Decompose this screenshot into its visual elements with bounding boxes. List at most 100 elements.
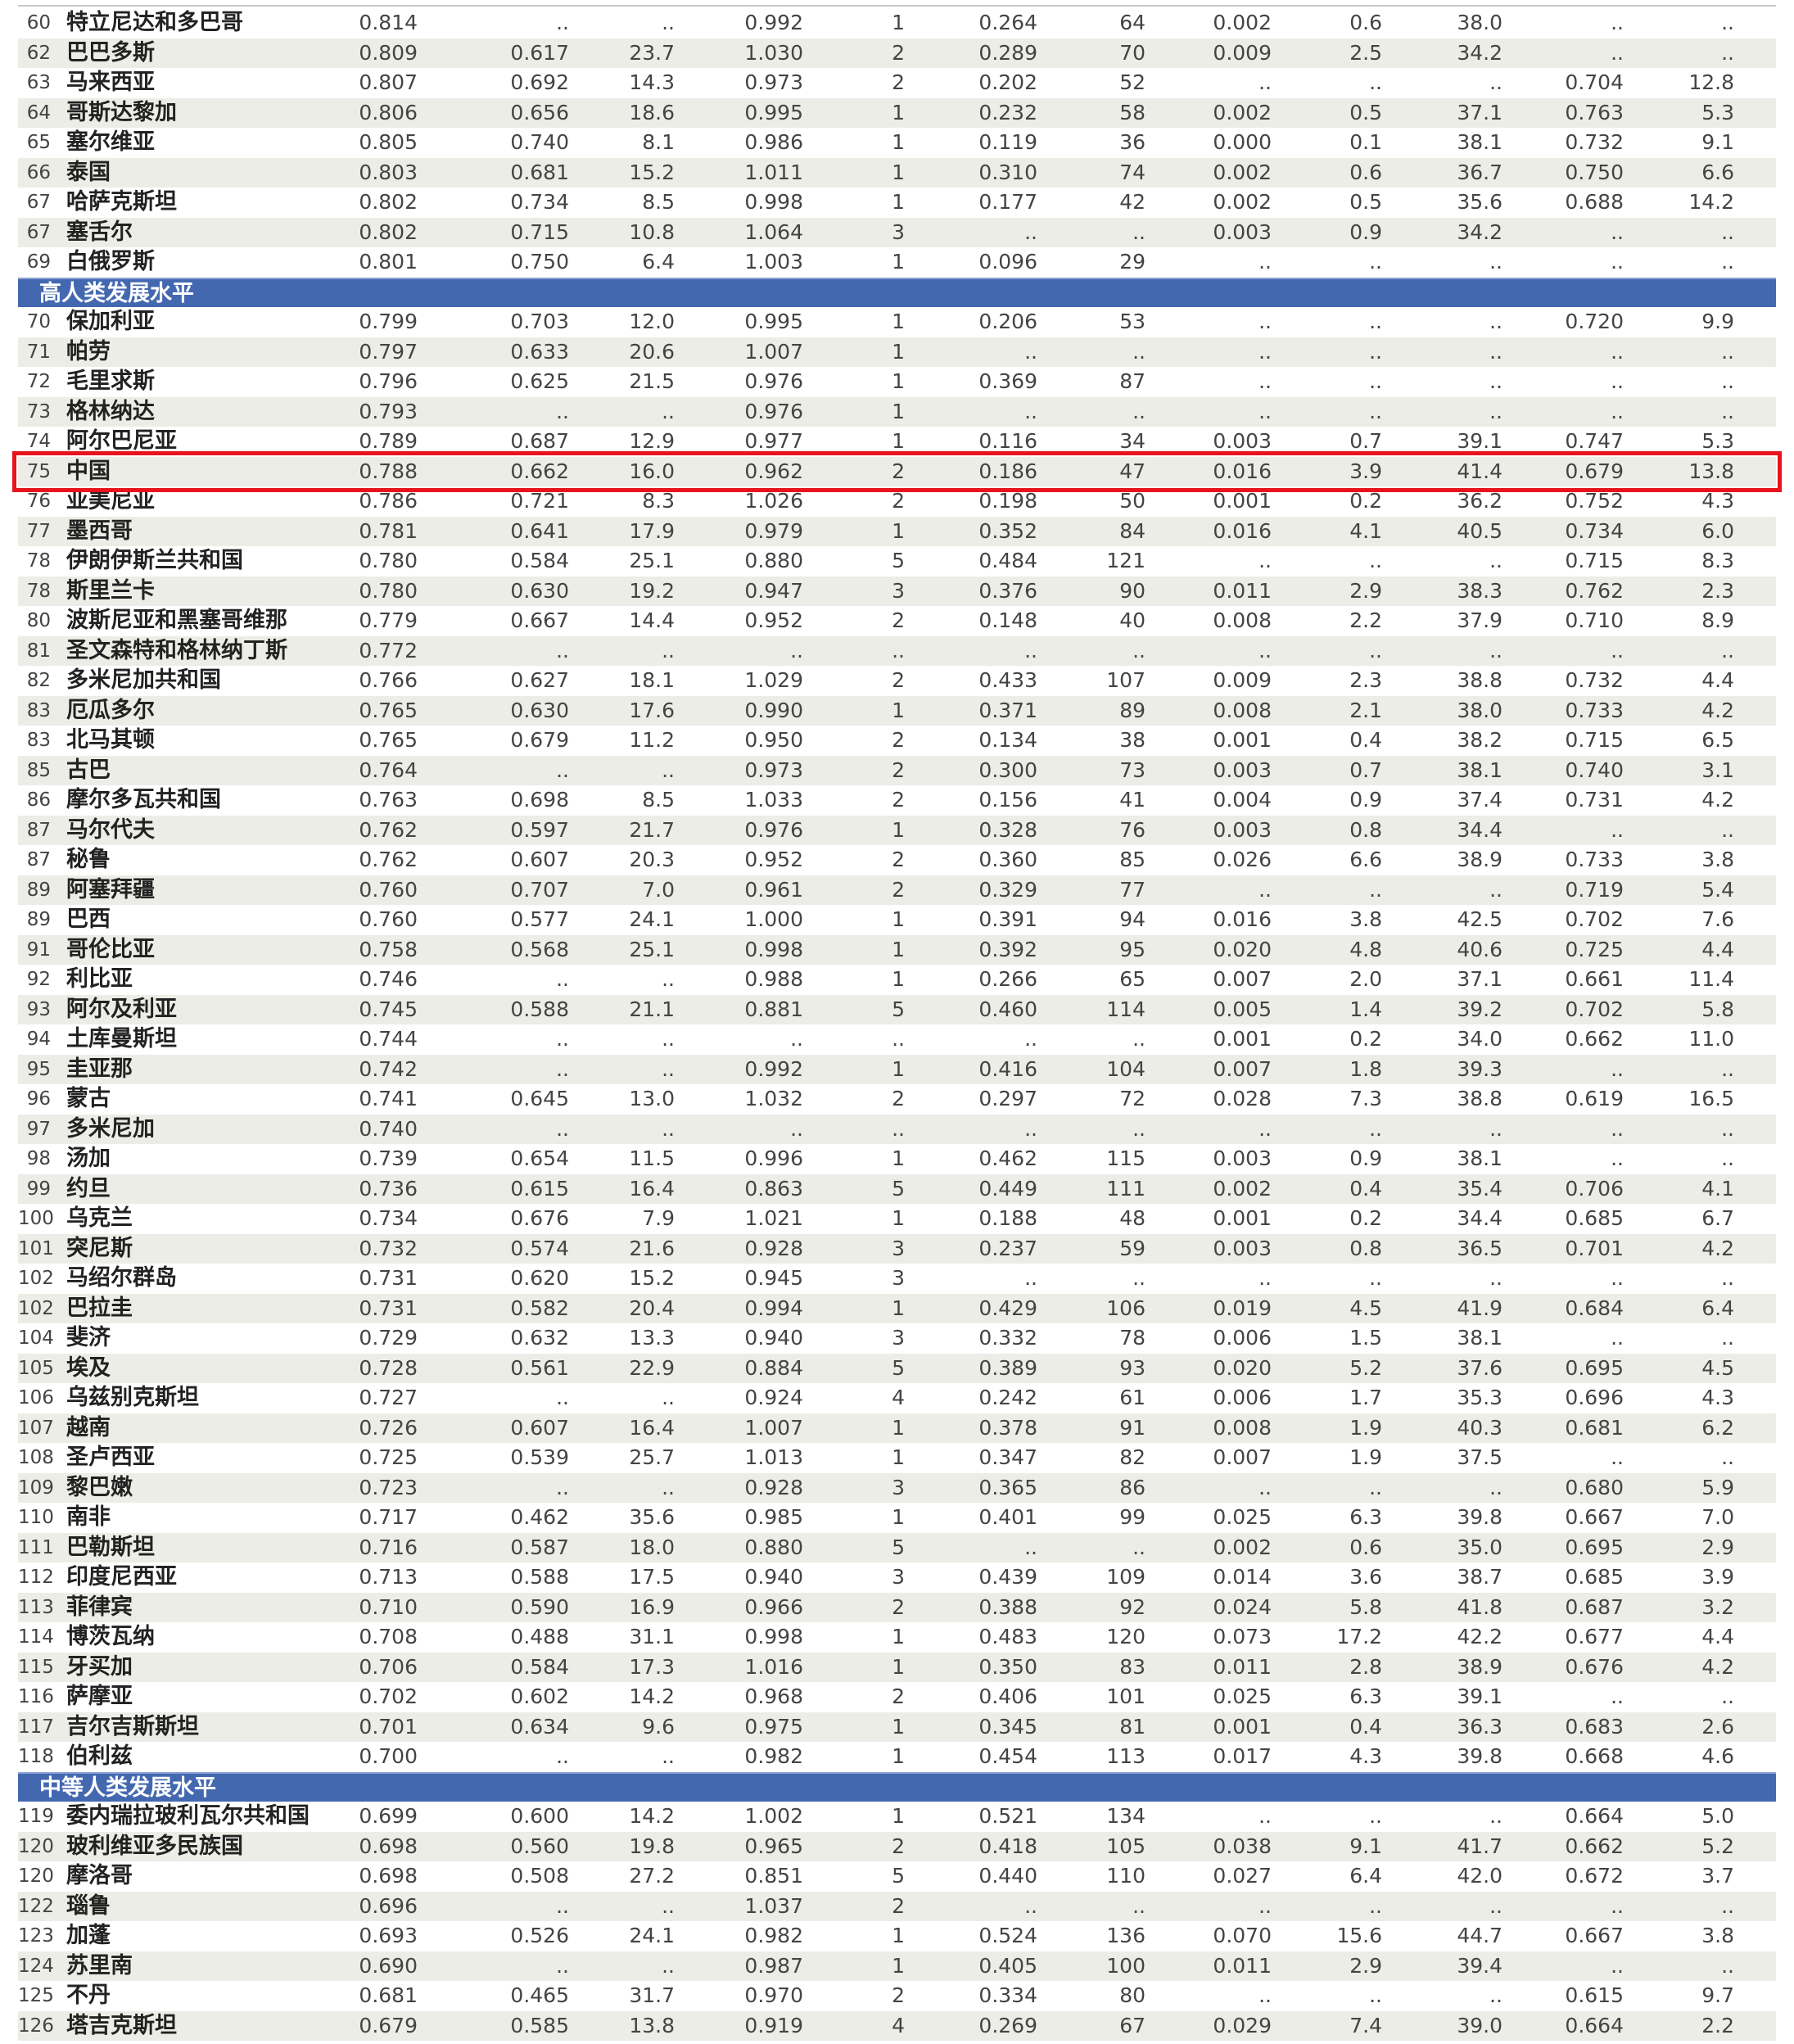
value-cell-col9: 0.2 <box>1349 1027 1382 1051</box>
table-row: 72 毛里求斯 0.796 0.625 21.5 0.976 1 0.369 87.......… <box>18 367 1776 397</box>
value-cell-col9: 0.9 <box>1349 788 1382 812</box>
value-cell-col9: 0.6 <box>1349 1535 1382 1559</box>
value-cell-col11: 0.683 <box>1565 1714 1624 1739</box>
value-cell-col4: 0.990 <box>744 698 803 722</box>
value-cell-col8: 0.003 <box>1213 757 1272 782</box>
value-cell-col11: 0.702 <box>1565 907 1624 931</box>
value-cell-col8: .. <box>1259 1983 1272 2007</box>
value-cell-col3: .. <box>662 1027 675 1051</box>
country-name-cell: 巴西 <box>66 907 111 932</box>
value-cell-col5: 2 <box>892 489 905 513</box>
table-row: 67 塞舌尔 0.802 0.715 10.8 1.064 3.... 0.003 0.9 34.… <box>18 217 1776 247</box>
value-cell-col11: 0.763 <box>1565 100 1624 124</box>
value-cell-col5: 1 <box>892 190 905 214</box>
value-cell-col6: 0.418 <box>978 1834 1037 1858</box>
value-cell-col10: 36.3 <box>1457 1714 1503 1739</box>
value-cell-col1: 0.731 <box>359 1266 418 1290</box>
value-cell-col10: 38.1 <box>1457 757 1503 782</box>
value-cell-col3: 21.5 <box>629 369 675 393</box>
rank-cell: 111 <box>18 1536 54 1558</box>
value-cell-col7: 109 <box>1106 1565 1146 1589</box>
value-cell-col9: 3.6 <box>1349 1565 1382 1589</box>
value-cell-col10: 39.1 <box>1457 1684 1503 1708</box>
table-row: 70 保加利亚 0.799 0.703 12.0 0.995 1 0.206 53...... 0… <box>18 307 1776 337</box>
value-cell-col10: .. <box>1489 1804 1503 1828</box>
country-name-cell: 巴拉圭 <box>66 1295 133 1321</box>
value-cell-col6: 0.439 <box>978 1565 1037 1589</box>
value-cell-col10: 40.5 <box>1457 518 1503 543</box>
value-cell-col9: .. <box>1369 369 1382 393</box>
value-cell-col11: 0.704 <box>1565 70 1624 94</box>
value-cell-col10: .. <box>1489 638 1503 662</box>
value-cell-col8: 0.001 <box>1213 489 1272 513</box>
rank-cell: 108 <box>18 1447 54 1468</box>
value-cell-col11: 0.672 <box>1565 1864 1624 1888</box>
value-cell-col1: 0.742 <box>359 1056 418 1081</box>
value-cell-col6: 0.266 <box>978 967 1037 991</box>
value-cell-col9: 0.8 <box>1349 1236 1382 1260</box>
table-row: 73 格林纳达 0.793.... 0.976 1.............. <box>18 396 1776 427</box>
table-row: 83 厄瓜多尔 0.765 0.630 17.6 0.990 1 0.371 89 0.008 2.… <box>18 695 1776 726</box>
value-cell-col12: .. <box>1721 1684 1734 1708</box>
value-cell-col2: .. <box>556 11 569 34</box>
value-cell-col2: 0.740 <box>510 130 569 154</box>
value-cell-col8: 0.003 <box>1213 219 1272 244</box>
value-cell-col12: 2.9 <box>1701 1535 1734 1559</box>
value-cell-col1: 0.717 <box>359 1505 418 1529</box>
value-cell-col11: 0.667 <box>1565 1505 1624 1529</box>
value-cell-col5: 1 <box>892 339 905 364</box>
value-cell-col5: 2 <box>892 1087 905 1110</box>
country-name-cell: 伯利兹 <box>66 1743 133 1769</box>
rank-cell: 109 <box>18 1476 54 1499</box>
value-cell-col9: .. <box>1369 310 1382 333</box>
rank-cell: 102 <box>18 1268 54 1289</box>
value-cell-col2: 0.508 <box>510 1864 569 1888</box>
value-cell-col6: 0.433 <box>978 668 1037 692</box>
value-cell-col2: 0.600 <box>510 1804 569 1828</box>
value-cell-col9: 0.7 <box>1349 757 1382 782</box>
table-row: 99 约旦 0.736 0.615 16.4 0.863 5 0.449 111 0.002 0.4… <box>18 1173 1776 1204</box>
value-cell-col7: 93 <box>1119 1355 1146 1380</box>
value-cell-col5: 1 <box>892 1415 905 1440</box>
value-cell-col7: 76 <box>1119 817 1146 842</box>
value-cell-col11: 0.662 <box>1565 1834 1624 1858</box>
value-cell-col7: .. <box>1132 1027 1146 1051</box>
value-cell-col9: .. <box>1369 1475 1382 1499</box>
value-cell-col5: 1 <box>892 1056 905 1081</box>
value-cell-col4: 0.998 <box>744 1625 803 1648</box>
table-row: 67 哈萨克斯坦 0.802 0.734 8.5 0.998 1 0.177 42 0.002 0.… <box>18 188 1776 218</box>
value-cell-col8: 0.005 <box>1213 997 1272 1021</box>
value-cell-col4: 0.965 <box>744 1834 803 1858</box>
value-cell-col4: 0.992 <box>744 1056 803 1081</box>
value-cell-col5: 2 <box>892 848 905 871</box>
value-cell-col5: 2 <box>892 1594 905 1619</box>
value-cell-col5: 2 <box>892 757 905 782</box>
value-cell-col3: 31.7 <box>629 1983 675 2007</box>
country-name-cell: 塞舌尔 <box>66 219 133 245</box>
country-name-cell: 博茨瓦纳 <box>66 1624 155 1649</box>
value-cell-col12: 7.6 <box>1701 907 1734 931</box>
table-row: 82 多米尼加共和国 0.766 0.627 18.1 1.029 2 0.433 107 0.0… <box>18 666 1776 696</box>
value-cell-col6: 0.392 <box>978 937 1037 961</box>
table-row: 118 伯利兹 0.700.... 0.982 1 0.454 113 0.017 4.3 39.… <box>18 1742 1776 1772</box>
group-header-label: 高人类发展水平 <box>39 280 194 306</box>
value-cell-col12: .. <box>1721 1445 1734 1469</box>
value-cell-col12: 4.1 <box>1701 1176 1734 1201</box>
table-row: 89 巴西 0.760 0.577 24.1 1.000 1 0.391 94 0.016 3.8 4… <box>18 905 1776 935</box>
rank-cell: 72 <box>26 371 51 392</box>
value-cell-col10: 39.8 <box>1457 1505 1503 1529</box>
value-cell-col2: 0.734 <box>510 190 569 214</box>
value-cell-col9: 2.9 <box>1349 1953 1382 1978</box>
value-cell-col8: 0.002 <box>1213 100 1272 124</box>
value-cell-col10: .. <box>1489 70 1503 94</box>
value-cell-col1: 0.734 <box>359 1206 418 1230</box>
value-cell-col9: 0.9 <box>1349 219 1382 244</box>
table-row: 91 哥伦比亚 0.758 0.568 25.1 0.998 1 0.392 95 0.020 4.… <box>18 934 1776 965</box>
value-cell-col1: 0.700 <box>359 1744 418 1768</box>
value-cell-col3: 14.2 <box>629 1804 675 1828</box>
value-cell-col3: .. <box>662 399 675 423</box>
value-cell-col9: 6.6 <box>1349 848 1382 871</box>
value-cell-col8: 0.002 <box>1213 160 1272 184</box>
value-cell-col12: 4.2 <box>1701 1236 1734 1260</box>
value-cell-col1: 0.690 <box>359 1953 418 1978</box>
